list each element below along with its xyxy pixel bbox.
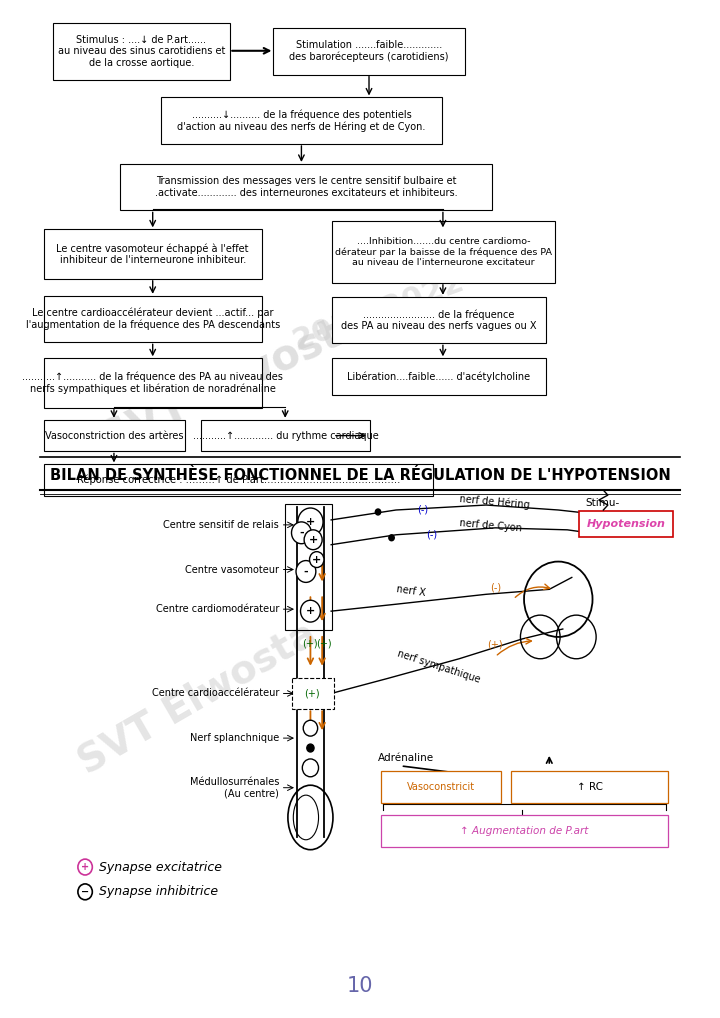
Text: Centre sensitif de relais: Centre sensitif de relais <box>163 520 279 530</box>
Text: Vasoconstriction des artères: Vasoconstriction des artères <box>45 431 184 441</box>
Text: ...........↑........... de la fréquence des PA au niveau des
nerfs sympathiques : ...........↑........... de la fréquence … <box>22 372 283 394</box>
FancyBboxPatch shape <box>44 296 262 342</box>
Text: nerf de Héring: nerf de Héring <box>459 494 531 510</box>
Text: SVT Elwosta: SVT Elwosta <box>72 615 323 782</box>
Text: Réponse correctrice : .........↑ de P.art.......................................: Réponse correctrice : .........↑ de P.ar… <box>76 475 400 486</box>
FancyBboxPatch shape <box>120 164 492 211</box>
Text: (+): (+) <box>487 640 503 649</box>
FancyBboxPatch shape <box>292 678 334 710</box>
FancyBboxPatch shape <box>44 419 185 451</box>
Text: (+): (+) <box>302 639 318 648</box>
Circle shape <box>375 509 381 515</box>
Circle shape <box>310 552 324 567</box>
Circle shape <box>303 721 318 736</box>
Text: nerf sympathique: nerf sympathique <box>396 648 482 685</box>
Text: (+): (+) <box>305 688 320 698</box>
Text: nerf de Cyon: nerf de Cyon <box>459 518 523 533</box>
Text: Le centre vasomoteur échappé à l'effet
inhibiteur de l'interneurone inhibiteur.: Le centre vasomoteur échappé à l'effet i… <box>56 243 249 265</box>
Text: +: + <box>306 606 315 616</box>
Text: Stimu-: Stimu- <box>585 498 620 508</box>
Text: Médullosurrénales
(Au centre): Médullosurrénales (Au centre) <box>189 777 279 798</box>
Text: Libération....faible...... d'acétylcholine: Libération....faible...... d'acétylcholi… <box>347 372 531 382</box>
Circle shape <box>389 534 395 541</box>
Text: −: − <box>81 887 89 897</box>
Text: -: - <box>299 527 304 538</box>
Text: 10: 10 <box>347 976 373 996</box>
FancyBboxPatch shape <box>44 229 262 279</box>
Circle shape <box>296 561 316 582</box>
Text: ..........↓.......... de la fréquence des potentiels
d'action au niveau des nerf: ..........↓.......... de la fréquence de… <box>177 109 426 132</box>
Text: (-): (-) <box>418 504 428 514</box>
Text: ↑ Augmentation de P.art: ↑ Augmentation de P.art <box>460 827 588 837</box>
FancyBboxPatch shape <box>332 297 546 343</box>
Text: +: + <box>312 555 321 565</box>
Text: ........................ de la fréquence
des PA au niveau des nerfs vagues ou X: ........................ de la fréquence… <box>341 309 536 331</box>
Text: -: - <box>304 566 308 576</box>
Text: (-): (-) <box>426 529 438 540</box>
Text: ....Inhibition.......du centre cardiomo-
dérateur par la baisse de la fréquence : ....Inhibition.......du centre cardiomo-… <box>335 237 552 268</box>
Text: nerf X: nerf X <box>396 584 426 599</box>
Circle shape <box>300 601 320 622</box>
Text: Le centre cardioaccélérateur devient ...actif... par
l'augmentation de la fréque: Le centre cardioaccélérateur devient ...… <box>26 307 280 331</box>
FancyBboxPatch shape <box>161 98 442 144</box>
FancyBboxPatch shape <box>332 358 546 395</box>
Text: Stimulation .......faible.............
des barorécepteurs (carotidiens): Stimulation .......faible............. d… <box>289 40 449 62</box>
Text: +: + <box>306 517 315 527</box>
FancyBboxPatch shape <box>44 464 433 496</box>
FancyBboxPatch shape <box>332 221 554 283</box>
Text: Adrénaline: Adrénaline <box>378 753 434 762</box>
FancyBboxPatch shape <box>53 23 230 79</box>
Text: BILAN DE SYNTHÈSE FONCTIONNEL DE LA RÉGULATION DE L'HYPOTENSION: BILAN DE SYNTHÈSE FONCTIONNEL DE LA RÉGU… <box>50 468 670 483</box>
Text: Vasoconstricit: Vasoconstricit <box>407 782 475 792</box>
Text: ...........↑............. du rythme cardiaque: ...........↑............. du rythme card… <box>193 431 379 441</box>
Text: Nerf splanchnique: Nerf splanchnique <box>189 733 279 743</box>
Text: ↑ RC: ↑ RC <box>577 782 603 792</box>
Text: Synapse excitatrice: Synapse excitatrice <box>99 860 222 873</box>
Text: 2021/2022: 2021/2022 <box>288 267 468 356</box>
Circle shape <box>307 744 314 752</box>
Text: Centre cardiomodérateur: Centre cardiomodérateur <box>156 604 279 614</box>
Text: Synapse inhibitrice: Synapse inhibitrice <box>99 886 217 898</box>
Text: Stimulus : ....↓ de P.art......
au niveau des sinus carotidiens et
de la crosse : Stimulus : ....↓ de P.art...... au nivea… <box>58 35 225 68</box>
Text: Centre cardioaccélérateur: Centre cardioaccélérateur <box>151 688 279 698</box>
Circle shape <box>304 529 322 550</box>
FancyBboxPatch shape <box>44 358 262 408</box>
Text: Centre vasomoteur: Centre vasomoteur <box>185 565 279 574</box>
Text: SVT Elwosta: SVT Elwosta <box>94 301 373 461</box>
Circle shape <box>292 522 311 544</box>
FancyBboxPatch shape <box>511 771 668 802</box>
Circle shape <box>298 508 323 535</box>
FancyBboxPatch shape <box>381 815 668 847</box>
Text: +: + <box>81 862 89 872</box>
FancyBboxPatch shape <box>579 511 672 536</box>
FancyBboxPatch shape <box>381 771 502 802</box>
Text: (-): (-) <box>490 582 500 592</box>
Circle shape <box>302 759 318 777</box>
Text: +: + <box>308 534 318 545</box>
Text: (+): (+) <box>316 639 332 648</box>
Text: Transmission des messages vers le centre sensitif bulbaire et
.activate.........: Transmission des messages vers le centre… <box>155 176 457 197</box>
FancyBboxPatch shape <box>202 419 370 451</box>
FancyBboxPatch shape <box>274 27 464 74</box>
Text: Hypotension: Hypotension <box>586 519 665 529</box>
